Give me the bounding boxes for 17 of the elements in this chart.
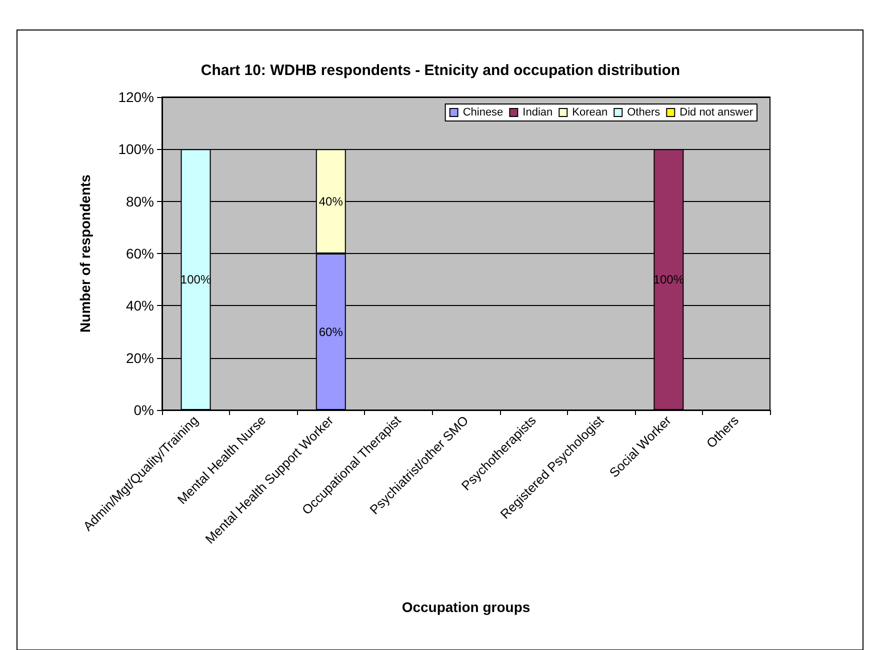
y-tick-label: 80%	[126, 193, 154, 210]
legend-label: Chinese	[462, 106, 504, 118]
y-tick-label: 0%	[134, 402, 154, 418]
legend-label: Indian	[522, 106, 553, 118]
x-axis-title: Occupation groups	[402, 599, 530, 615]
legend-label: Others	[627, 106, 661, 118]
y-axis-title: Number of respondents	[77, 174, 93, 332]
data-label: 40%	[318, 194, 344, 208]
y-tick-label: 120%	[118, 89, 154, 105]
legend-label: Korean	[572, 106, 608, 118]
chart-title: Chart 10: WDHB respondents - Etnicity and occupation distribution	[200, 62, 680, 79]
y-tick-label: 100%	[118, 141, 154, 158]
y-tick-label: 20%	[126, 350, 154, 366]
legend-label: Did not answer	[680, 106, 754, 118]
y-tick-label: 60%	[126, 246, 154, 262]
data-label: 60%	[318, 324, 344, 339]
y-tick-label: 40%	[126, 298, 154, 314]
